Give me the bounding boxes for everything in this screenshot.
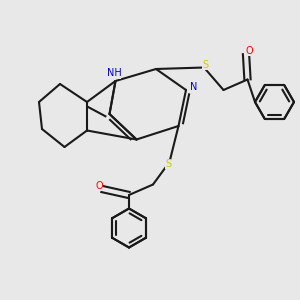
Text: NH: NH	[106, 68, 122, 79]
Text: N: N	[190, 82, 197, 92]
Text: O: O	[245, 46, 253, 56]
Text: S: S	[165, 159, 171, 170]
Text: O: O	[95, 181, 103, 191]
Text: S: S	[202, 60, 208, 70]
